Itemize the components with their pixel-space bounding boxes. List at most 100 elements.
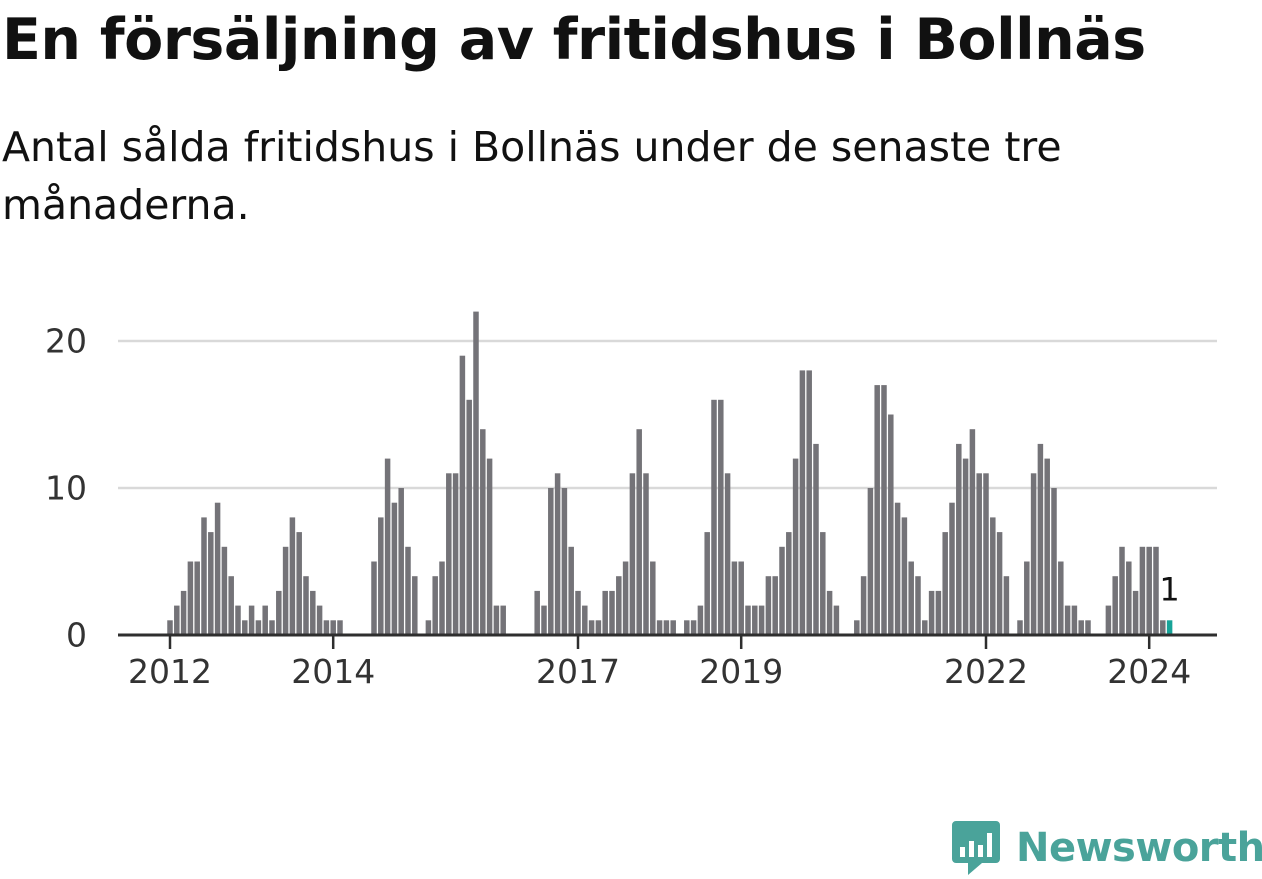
- bar: [881, 385, 887, 635]
- bar: [724, 473, 731, 635]
- bar-chart: 0 10 20 2012 2014 2017 2019 2022 2024 1: [45, 311, 1217, 691]
- bar: [949, 502, 955, 635]
- bar: [575, 590, 581, 635]
- bar: [398, 488, 404, 635]
- bar: [983, 473, 989, 635]
- chart-subtitle: Antal sålda fritidshus i Bollnäs under d…: [2, 123, 1062, 229]
- bar: [915, 576, 921, 635]
- bar: [480, 429, 486, 635]
- bar: [446, 473, 452, 635]
- bar: [854, 620, 860, 635]
- newsworthy-logo: Newsworthy: [950, 818, 1262, 878]
- latest-value-label: 1: [1159, 570, 1179, 608]
- bar: [282, 546, 289, 635]
- bar: [412, 576, 418, 635]
- bar: [228, 576, 234, 635]
- bar: [772, 576, 778, 635]
- bar: [1003, 576, 1010, 635]
- bar: [187, 561, 194, 635]
- bar: [813, 443, 819, 635]
- bar: [976, 473, 982, 635]
- bar: [486, 458, 493, 635]
- bar: [908, 561, 914, 635]
- x-tick-label: 2022: [944, 652, 1028, 691]
- bar: [1105, 605, 1112, 635]
- bar: [255, 620, 262, 635]
- bar: [595, 620, 602, 635]
- bar: [310, 590, 316, 635]
- y-tick-label: 20: [45, 322, 87, 361]
- bar: [473, 311, 479, 635]
- x-tick-label: 2017: [536, 652, 620, 691]
- bar: [174, 605, 180, 635]
- bar: [629, 473, 636, 635]
- bar: [616, 576, 622, 635]
- bar: [779, 546, 785, 635]
- bar: [588, 620, 595, 635]
- bar: [582, 605, 588, 635]
- bar: [167, 620, 173, 635]
- bar: [493, 605, 500, 635]
- bar: [670, 620, 676, 635]
- bar: [990, 517, 996, 635]
- bar: [1119, 546, 1125, 635]
- bar: [922, 620, 928, 635]
- bar: [337, 620, 343, 635]
- bar: [684, 620, 690, 635]
- bar: [194, 561, 200, 635]
- bar: [554, 473, 561, 635]
- bar: [738, 561, 744, 635]
- bar: [609, 590, 615, 635]
- bar: [466, 399, 472, 635]
- bar: [432, 576, 438, 635]
- bar: [1058, 561, 1064, 635]
- bar: [833, 605, 840, 635]
- bar: [1112, 576, 1118, 635]
- bar: [405, 546, 411, 635]
- bar: [1064, 605, 1071, 635]
- bar: [711, 399, 717, 635]
- y-tick-label: 10: [45, 469, 87, 508]
- bar: [1037, 443, 1044, 635]
- bar: [330, 620, 336, 635]
- bar: [289, 517, 296, 635]
- bar: [1132, 590, 1139, 635]
- bar: [269, 620, 275, 635]
- bar: [452, 473, 459, 635]
- bar: [935, 590, 942, 635]
- bar: [1071, 605, 1078, 635]
- bar: [378, 517, 384, 635]
- bar: [296, 532, 302, 635]
- bar: [867, 488, 874, 635]
- bar: [180, 590, 187, 635]
- bar: [690, 620, 697, 635]
- gridlines: [118, 339, 1217, 490]
- bar: [650, 561, 656, 635]
- bar: [962, 458, 969, 635]
- bar: [602, 590, 608, 635]
- bar: [214, 502, 221, 635]
- bar: [1126, 561, 1132, 635]
- bar: [874, 385, 880, 635]
- x-tick-label: 2019: [699, 652, 783, 691]
- bar: [901, 517, 908, 635]
- bar: [745, 605, 751, 635]
- bar: [888, 414, 894, 635]
- bar: [541, 605, 547, 635]
- bar: [956, 443, 962, 635]
- bar: [1030, 473, 1037, 635]
- x-tick-labels: 2012 2014 2017 2019 2022 2024: [128, 635, 1191, 691]
- bar: [548, 488, 554, 635]
- bar: [235, 605, 241, 635]
- bar: [731, 561, 738, 635]
- bar: [303, 576, 309, 635]
- x-tick-label: 2014: [291, 652, 375, 691]
- bar: [323, 620, 330, 635]
- bar: [391, 502, 398, 635]
- bar: [500, 605, 506, 635]
- bar: [799, 370, 806, 635]
- bar: [534, 590, 540, 635]
- bar: [786, 532, 792, 635]
- bar: [1051, 488, 1057, 635]
- bar: [568, 546, 574, 635]
